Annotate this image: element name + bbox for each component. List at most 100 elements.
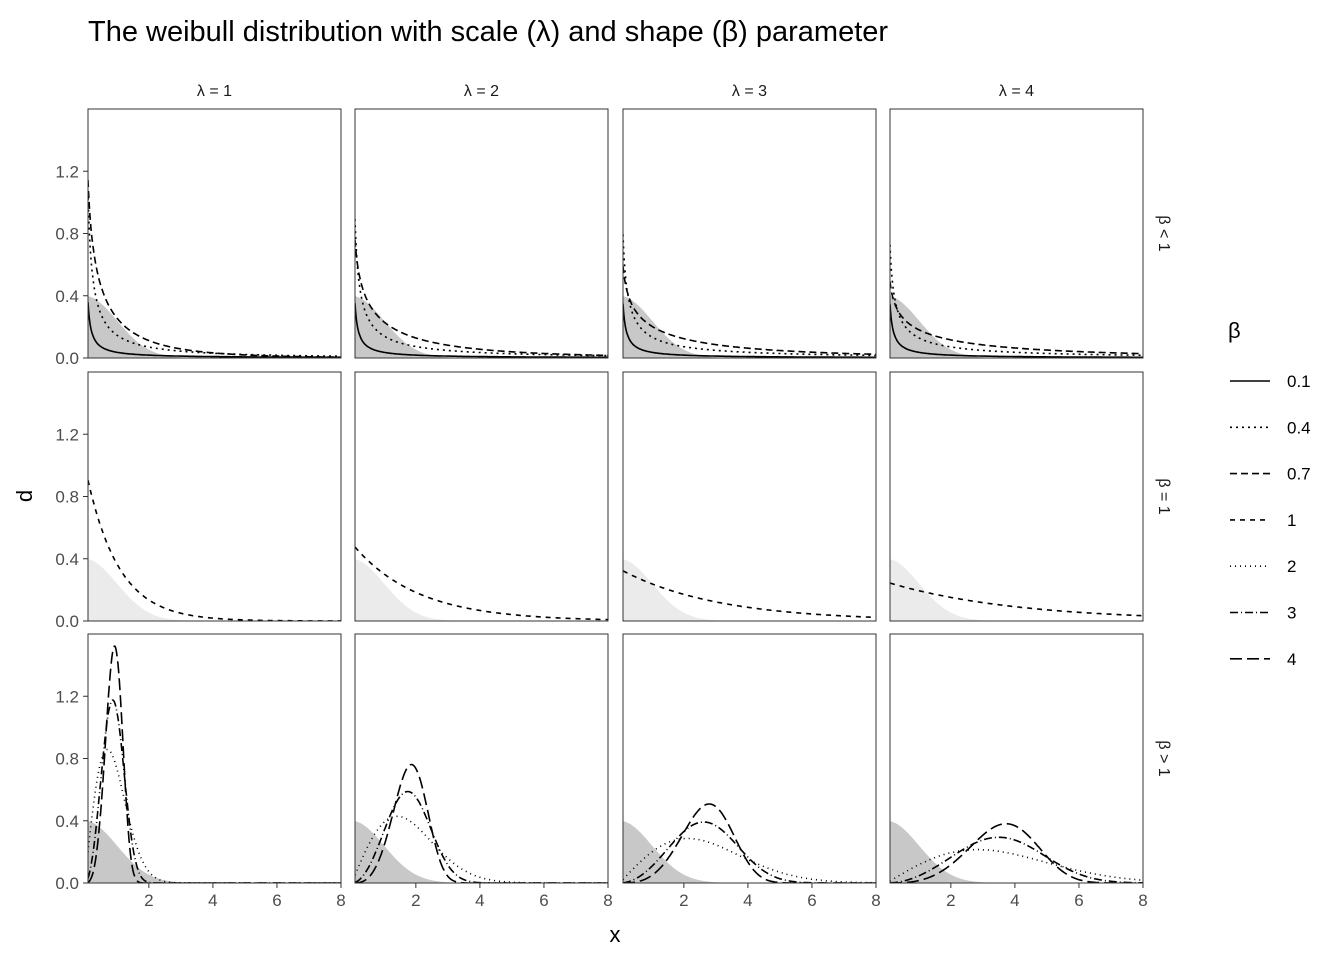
series-beta-2 — [355, 815, 608, 883]
legend-title: β — [1228, 318, 1241, 343]
legend-entry: 0.4 — [1230, 418, 1311, 437]
series-beta-1 — [623, 570, 876, 619]
x-tick-label: 8 — [603, 891, 612, 910]
x-tick-label: 2 — [144, 891, 153, 910]
x-tick-label: 4 — [208, 891, 217, 910]
series-beta-4 — [623, 803, 876, 883]
legend-entry: 2 — [1230, 557, 1296, 576]
series-beta-1 — [890, 582, 1143, 617]
panel-border — [354, 108, 609, 359]
series-beta-0-1 — [623, 303, 876, 358]
y-tick-label: 1.2 — [55, 687, 79, 706]
panel-r3-c1: 0.0 0.4 0.8 1.2 2 4 6 8 — [55, 633, 346, 910]
y-tick-label: 0.4 — [55, 550, 79, 569]
x-tick-label: 4 — [743, 891, 752, 910]
x-tick-label: 6 — [539, 891, 548, 910]
y-tick-label: 0.0 — [55, 349, 79, 368]
legend-entry: 3 — [1230, 604, 1296, 623]
reference-area — [88, 559, 341, 621]
series-beta-0-7 — [355, 239, 608, 357]
x-tick-label: 2 — [411, 891, 420, 910]
series-beta-4 — [88, 645, 341, 883]
y-tick-label: 0.8 — [55, 750, 79, 769]
series-beta-1 — [355, 546, 608, 621]
row-strip-label: β > 1 — [1155, 740, 1172, 776]
x-tick-label: 6 — [807, 891, 816, 910]
column-strip-label: λ = 4 — [999, 83, 1034, 100]
panel-r2-c2 — [354, 371, 609, 622]
facet-panels: λ = 1 0.0 0.4 0.8 1.2 λ = 2 λ = 3 λ = 4 β < 1 0.0… — [55, 83, 1171, 910]
y-tick-label: 0.8 — [55, 225, 79, 244]
x-tick-label: 6 — [1074, 891, 1083, 910]
column-strip-label: λ = 2 — [464, 83, 499, 100]
column-strip-label: λ = 3 — [732, 83, 767, 100]
panel-border — [622, 108, 877, 359]
series-beta-0-4 — [355, 219, 608, 357]
reference-area — [355, 821, 608, 883]
x-axis-label: x — [610, 922, 621, 947]
series-beta-0-7 — [890, 281, 1143, 355]
x-tick-label: 6 — [272, 891, 281, 910]
panel-r2-c4: β = 1 — [889, 371, 1172, 622]
panel-r2-c3 — [622, 371, 877, 622]
panel-border — [889, 108, 1144, 359]
series-beta-0-7 — [623, 266, 876, 356]
legend-entry: 0.1 — [1230, 372, 1311, 391]
series-beta-0-4 — [623, 234, 876, 357]
legend-label: 0.1 — [1287, 372, 1311, 391]
y-tick-label: 0.4 — [55, 812, 79, 831]
chart-title: The weibull distribution with scale (λ) … — [88, 16, 888, 48]
legend-entry: 0.7 — [1230, 465, 1311, 484]
row-strip-label: β < 1 — [1155, 215, 1172, 251]
column-strip-label: λ = 1 — [197, 83, 232, 100]
y-axis-label: d — [12, 490, 37, 502]
legend-entry: 1 — [1230, 511, 1296, 530]
y-tick-label: 1.2 — [55, 425, 79, 444]
legend-label: 4 — [1287, 650, 1296, 669]
panel-border — [622, 371, 877, 622]
y-tick-label: 0.4 — [55, 287, 79, 306]
panel-r1-c4: λ = 4 β < 1 — [889, 83, 1172, 359]
reference-area — [890, 559, 1143, 621]
legend-entry: 4 — [1230, 650, 1296, 669]
y-tick-label: 1.2 — [55, 162, 79, 181]
legend-label: 1 — [1287, 511, 1296, 530]
series-beta-3 — [890, 836, 1143, 883]
panel-border — [87, 633, 342, 884]
y-tick-label: 0.0 — [55, 612, 79, 631]
series-beta-2 — [623, 837, 876, 883]
x-tick-label: 8 — [1138, 891, 1147, 910]
legend: β 0.1 0.4 0.7 1 2 3 4 — [1228, 318, 1311, 669]
x-tick-label: 4 — [1010, 891, 1019, 910]
legend-label: 3 — [1287, 604, 1296, 623]
panel-border — [87, 108, 342, 359]
reference-area — [890, 821, 1143, 883]
reference-area — [623, 559, 876, 621]
panel-border — [87, 371, 342, 622]
x-tick-label: 8 — [336, 891, 345, 910]
panel-r3-c3: 2 4 6 8 — [622, 633, 881, 910]
panel-r3-c2: 2 4 6 8 — [354, 633, 613, 910]
series-beta-4 — [890, 823, 1143, 883]
panel-border — [354, 633, 609, 884]
panel-r3-c4: β > 1 2 4 6 8 — [889, 633, 1172, 910]
x-tick-label: 2 — [946, 891, 955, 910]
panel-r1-c2: λ = 2 — [354, 83, 609, 359]
legend-label: 0.7 — [1287, 465, 1311, 484]
x-tick-label: 2 — [679, 891, 688, 910]
series-beta-3 — [355, 790, 608, 883]
panel-r2-c1: 0.0 0.4 0.8 1.2 — [55, 371, 342, 631]
reference-area — [355, 559, 608, 621]
reference-area — [623, 821, 876, 883]
panel-r1-c1: λ = 1 0.0 0.4 0.8 1.2 — [55, 83, 342, 368]
panel-border — [889, 371, 1144, 622]
panel-border — [622, 633, 877, 884]
x-tick-label: 4 — [475, 891, 484, 910]
legend-label: 2 — [1287, 557, 1296, 576]
row-strip-label: β = 1 — [1155, 478, 1172, 514]
x-tick-label: 8 — [871, 891, 880, 910]
series-beta-0-7 — [88, 179, 341, 358]
series-beta-0-1 — [355, 302, 608, 358]
y-tick-label: 0.8 — [55, 488, 79, 507]
